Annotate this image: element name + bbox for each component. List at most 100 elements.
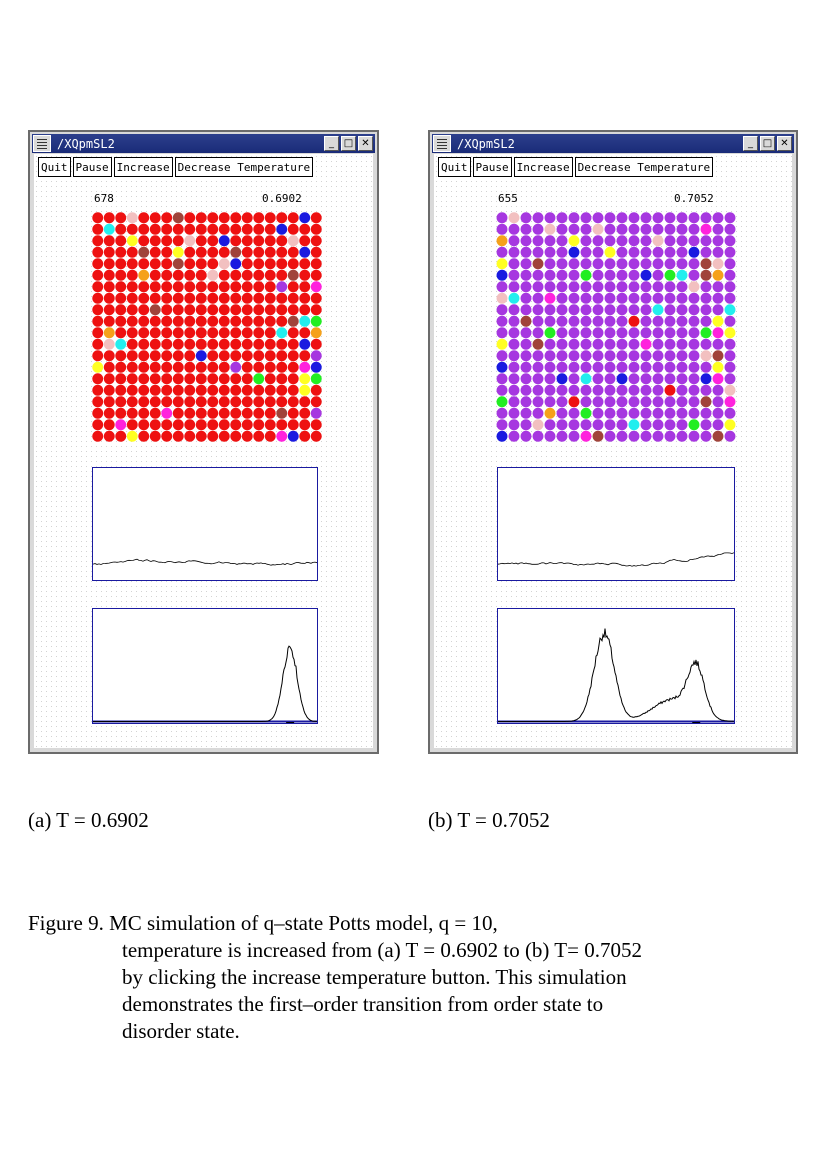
lattice-site (115, 338, 127, 350)
window-menu-icon[interactable] (433, 135, 451, 152)
quit-button[interactable]: Quit (438, 157, 471, 177)
lattice-site (580, 269, 592, 281)
close-icon[interactable]: ✕ (777, 136, 792, 151)
lattice-site (568, 223, 580, 235)
lattice-site (115, 396, 127, 408)
lattice-site (508, 407, 520, 419)
lattice-site (724, 315, 736, 327)
increase-button[interactable]: Increase (513, 157, 573, 177)
lattice-site (299, 235, 311, 247)
lattice-site (230, 373, 242, 385)
pause-button[interactable]: Pause (472, 157, 512, 177)
lattice-site (103, 292, 115, 304)
lattice-site (184, 338, 196, 350)
lattice-site (640, 384, 652, 396)
minimize-icon[interactable]: _ (324, 136, 339, 151)
lattice-site (299, 304, 311, 316)
lattice-site (532, 281, 544, 293)
lattice-site (92, 407, 104, 419)
lattice-site (520, 235, 532, 247)
lattice-site (580, 419, 592, 431)
lattice-site (230, 235, 242, 247)
lattice-site (276, 384, 288, 396)
window-title: /XQpmSL2 (57, 136, 115, 151)
lattice-site (700, 407, 712, 419)
lattice-site (724, 419, 736, 431)
pause-button[interactable]: Pause (72, 157, 112, 177)
lattice-site (184, 430, 196, 442)
lattice-site (241, 258, 253, 270)
window-menu-icon[interactable] (33, 135, 51, 152)
close-icon[interactable]: ✕ (358, 136, 373, 151)
lattice-site (496, 373, 508, 385)
lattice-site (496, 396, 508, 408)
lattice-site (496, 338, 508, 350)
lattice-site (508, 384, 520, 396)
lattice-site (544, 212, 556, 224)
lattice-site (508, 223, 520, 235)
decrease-temperature-button[interactable]: Decrease Temperature (174, 157, 314, 177)
maximize-icon[interactable]: □ (760, 136, 775, 151)
lattice-site (688, 281, 700, 293)
lattice-site (195, 396, 207, 408)
lattice-site (253, 373, 265, 385)
lattice-site (640, 235, 652, 247)
lattice-site (218, 384, 230, 396)
lattice-site (616, 350, 628, 362)
lattice-site (616, 304, 628, 316)
lattice-site (253, 327, 265, 339)
lattice-site (161, 281, 173, 293)
lattice-site (592, 373, 604, 385)
lattice-site (556, 338, 568, 350)
lattice-site (207, 315, 219, 327)
increase-button[interactable]: Increase (113, 157, 173, 177)
lattice-site (568, 384, 580, 396)
lattice-site (592, 235, 604, 247)
title-bar[interactable]: /XQpmSL2 _ □ ✕ (32, 134, 375, 153)
lattice-site (532, 223, 544, 235)
lattice-site (230, 315, 242, 327)
lattice-site (172, 235, 184, 247)
quit-button[interactable]: Quit (38, 157, 71, 177)
lattice-site (241, 338, 253, 350)
lattice-site (520, 223, 532, 235)
lattice-site (230, 281, 242, 293)
lattice-site (664, 235, 676, 247)
lattice-site (207, 373, 219, 385)
lattice-site (700, 350, 712, 362)
lattice-site (592, 258, 604, 270)
lattice-site (616, 246, 628, 258)
lattice-site (628, 315, 640, 327)
lattice-site (126, 384, 138, 396)
lattice-site (287, 384, 299, 396)
lattice-site (126, 304, 138, 316)
lattice-site (218, 430, 230, 442)
lattice-site (604, 269, 616, 281)
lattice-site (544, 281, 556, 293)
lattice-site (207, 361, 219, 373)
minimize-icon[interactable]: _ (743, 136, 758, 151)
lattice-site (508, 361, 520, 373)
energy-trace (93, 558, 317, 566)
lattice-site (207, 327, 219, 339)
lattice-site (115, 235, 127, 247)
lattice-site (253, 315, 265, 327)
lattice-site (580, 361, 592, 373)
lattice-site (652, 396, 664, 408)
decrease-temperature-button[interactable]: Decrease Temperature (574, 157, 714, 177)
lattice-site (149, 350, 161, 362)
title-bar[interactable]: /XQpmSL2 _ □ ✕ (432, 134, 794, 153)
lattice-site (604, 304, 616, 316)
lattice-site (195, 315, 207, 327)
maximize-icon[interactable]: □ (341, 136, 356, 151)
lattice-site (241, 315, 253, 327)
lattice-site (724, 373, 736, 385)
lattice-site (664, 223, 676, 235)
lattice-site (712, 396, 724, 408)
lattice-site (287, 396, 299, 408)
lattice-site (184, 235, 196, 247)
lattice-site (184, 384, 196, 396)
lattice-site (230, 407, 242, 419)
temperature-readout: 0.6902 (262, 192, 302, 205)
lattice-site (496, 350, 508, 362)
